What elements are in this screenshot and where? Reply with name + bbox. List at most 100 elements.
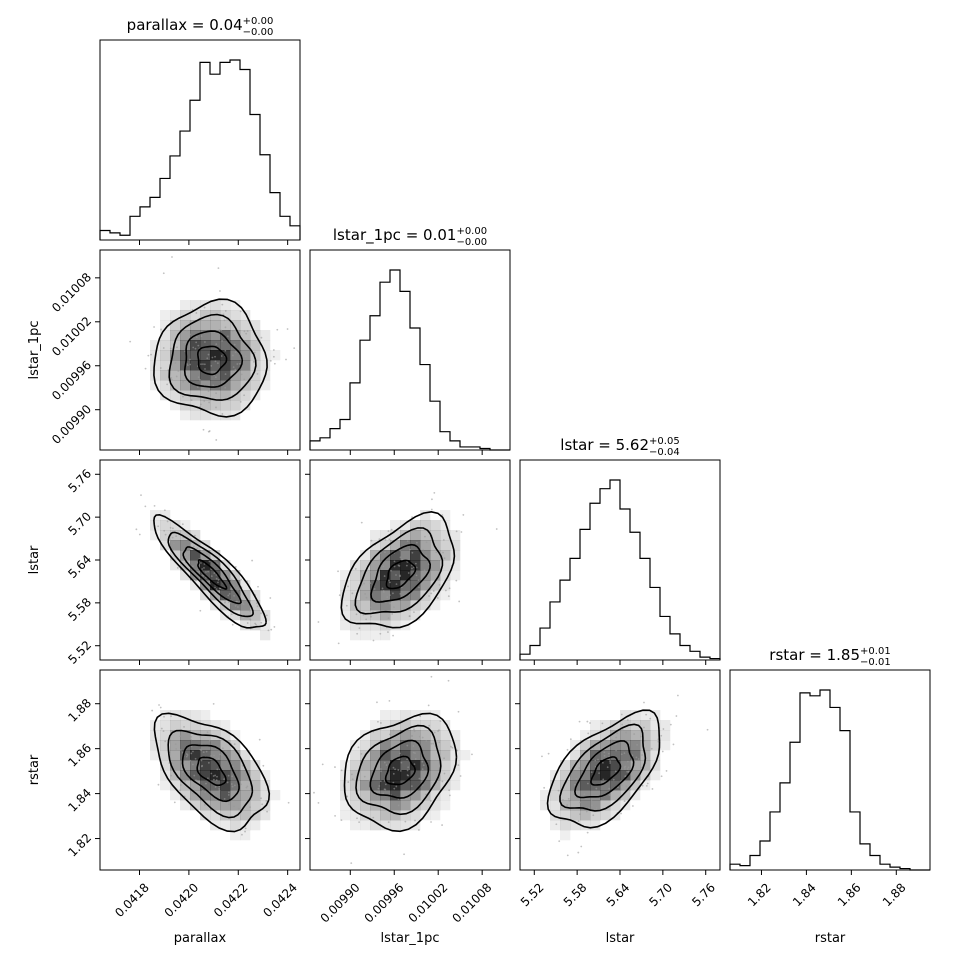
density-cell — [350, 560, 361, 571]
sample-point — [377, 720, 379, 723]
xtick-label-lstar: 5.70 — [646, 880, 675, 909]
density-cell — [160, 340, 171, 351]
sample-point — [241, 764, 244, 767]
sample-point — [190, 790, 192, 793]
density-cell — [380, 710, 391, 721]
sample-point — [427, 704, 430, 707]
density-cell — [380, 550, 391, 561]
density-cell — [250, 600, 261, 611]
density-cell — [380, 740, 391, 751]
sample-point — [219, 290, 221, 292]
sample-point — [317, 621, 320, 623]
density-cell — [200, 390, 211, 401]
sample-point — [429, 781, 432, 784]
density-cell — [430, 770, 441, 781]
sample-point — [217, 267, 220, 270]
sample-point — [232, 584, 235, 587]
sample-point — [236, 363, 239, 365]
sample-point — [207, 390, 210, 393]
density-cell — [580, 760, 591, 771]
sample-point — [392, 592, 394, 595]
density-cell — [240, 770, 251, 781]
density-cell — [390, 810, 401, 821]
sample-point — [234, 605, 237, 607]
sample-point — [369, 571, 372, 573]
density-cell — [250, 770, 261, 781]
sample-point — [237, 807, 240, 810]
density-cell — [340, 800, 351, 811]
sample-point — [239, 400, 242, 403]
sample-point — [438, 583, 441, 586]
sample-point — [195, 312, 198, 314]
sample-point — [624, 768, 626, 770]
sample-point — [214, 785, 217, 788]
sample-point — [406, 540, 409, 543]
density-cell — [170, 540, 181, 551]
hist-title-sub-parallax: −0.00 — [243, 27, 274, 38]
sample-point — [182, 395, 184, 398]
density-cell — [640, 770, 651, 781]
density-cell — [150, 530, 161, 541]
density-cell — [370, 770, 381, 781]
density-cell — [410, 800, 421, 811]
sample-point — [351, 778, 354, 781]
sample-point — [217, 757, 220, 760]
density-cell — [340, 590, 351, 601]
sample-point — [234, 566, 237, 568]
density-cell — [420, 790, 431, 801]
sample-point — [359, 570, 362, 573]
density-cell — [190, 350, 201, 361]
sample-point — [212, 792, 215, 795]
sample-point — [418, 777, 421, 780]
sample-point — [426, 777, 429, 780]
sample-point — [631, 754, 634, 757]
density-cell — [190, 560, 201, 571]
density-cell — [180, 770, 191, 781]
density-cell — [380, 590, 391, 601]
ytick-label-lstar: 5.52 — [65, 638, 94, 667]
sample-point — [204, 791, 207, 793]
density-cell — [350, 810, 361, 821]
density-cell — [550, 800, 561, 811]
density-cell — [210, 330, 221, 341]
sample-point — [231, 371, 234, 374]
density-cell — [430, 590, 441, 601]
sample-point — [350, 862, 353, 864]
density-cell — [350, 790, 361, 801]
sample-point — [364, 782, 367, 784]
density-cell — [340, 570, 351, 581]
sample-point — [372, 816, 375, 819]
density-cell — [220, 320, 231, 331]
density-cell — [430, 570, 441, 581]
density-cell — [190, 370, 201, 381]
sample-point — [197, 376, 200, 378]
sample-point — [388, 538, 391, 541]
density-cell — [400, 720, 411, 731]
sample-point — [589, 722, 591, 724]
sample-point — [423, 775, 426, 778]
sample-point — [547, 752, 550, 755]
sample-point — [646, 782, 649, 785]
density-cell — [180, 350, 191, 361]
density-cell — [170, 310, 181, 321]
sample-point — [200, 749, 203, 752]
density-cell — [230, 760, 241, 771]
sample-point — [378, 559, 381, 562]
density-cell — [590, 790, 601, 801]
ytick-label-rstar: 1.82 — [65, 831, 94, 860]
density-cell — [360, 820, 371, 831]
density-cell — [170, 760, 181, 771]
density-cell — [430, 800, 441, 811]
hist-line-rstar — [729, 689, 930, 871]
ytick-label-rstar: 1.88 — [65, 696, 94, 725]
density-cell — [220, 340, 231, 351]
sample-point — [435, 568, 437, 571]
sample-point — [337, 642, 340, 645]
density-cell — [210, 810, 221, 821]
sample-point — [231, 354, 234, 357]
density-cell — [610, 760, 621, 771]
density-cell — [240, 610, 251, 621]
sample-point — [567, 797, 570, 800]
density-cell — [570, 750, 581, 761]
sample-point — [170, 377, 173, 379]
